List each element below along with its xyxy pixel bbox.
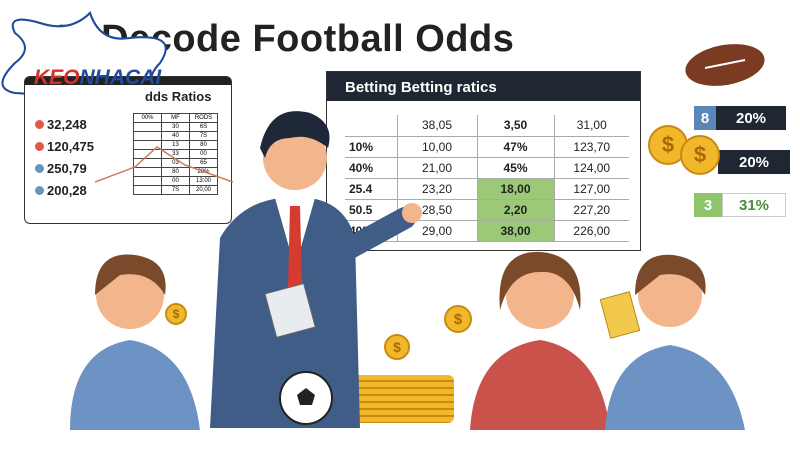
odds-cell: 124,00 xyxy=(554,157,629,179)
odds-cell: 18,00 xyxy=(477,178,555,200)
odds-cell: 45% xyxy=(477,157,555,179)
soccer-ball-icon xyxy=(279,371,333,425)
odds-cell: 227,20 xyxy=(554,199,629,221)
stat-row: 8 20% xyxy=(694,106,786,130)
odds-cell: 29,00 xyxy=(397,220,478,242)
stat-row: 20% xyxy=(718,150,790,174)
odds-cell: 38,00 xyxy=(477,220,555,242)
coin-stacks xyxy=(346,375,454,423)
odds-cell: 40% xyxy=(345,157,398,179)
student-middle-figure xyxy=(470,251,610,430)
odds-cell: 127,00 xyxy=(554,178,629,200)
odds-cell: 226,00 xyxy=(554,220,629,242)
odds-row: 40% 21,00 45% 124,00 xyxy=(345,157,629,179)
odds-cell xyxy=(345,115,398,137)
stat-row: 3 31% xyxy=(694,193,786,217)
teacher-figure xyxy=(210,111,422,428)
odds-cell: 47% xyxy=(477,136,555,158)
value-item: 200,28 xyxy=(35,183,87,198)
mini-table-cell: 00% xyxy=(133,113,162,123)
mini-table: 00% MF RODS 30 6S 40 7S 13 80 33 00 03 65 80 28% 00 13:0… xyxy=(133,113,218,195)
value-item: 250,79 xyxy=(35,161,87,176)
coin-icon: $ xyxy=(680,135,720,175)
student-left-figure xyxy=(70,254,200,430)
trend-line xyxy=(95,146,233,183)
american-football-icon xyxy=(685,44,765,86)
odds-ratios-panel: dds Ratios 32,248 120,475 250,79 200,28 … xyxy=(24,76,233,224)
coin-icon: $ xyxy=(384,334,410,360)
coin-icon: $ xyxy=(444,305,472,333)
logo: KEONHACAI xyxy=(34,66,162,89)
panel-title: dds Ratios xyxy=(145,89,212,104)
coin-icon: $ xyxy=(165,303,187,325)
odds-cell: 10,00 xyxy=(397,136,478,158)
mini-table-cell: 20,00 xyxy=(189,185,218,195)
odds-cell: 10% xyxy=(345,136,398,158)
odds-cell: 31,00 xyxy=(554,115,629,137)
odds-row: 25.4 23,20 18,00 127,00 xyxy=(345,178,629,200)
odds-cell: 2,20 xyxy=(477,199,555,221)
value-item: 120,475 xyxy=(35,139,94,154)
panel-title: Betting Betting ratics xyxy=(327,72,640,101)
odds-cell: 50.5 xyxy=(345,199,398,221)
value-item: 32,248 xyxy=(35,117,87,132)
student-right-figure xyxy=(599,254,745,430)
odds-cell: 3,50 xyxy=(477,115,555,137)
mini-table-row: 7S 20,00 xyxy=(133,185,218,195)
odds-row: 10% 10,00 47% 123,70 xyxy=(345,136,629,158)
mini-table-row: 00% MF RODS xyxy=(133,113,218,123)
odds-table: 38,05 3,50 31,00 10% 10,00 47% 123,70 40% 21,00 4… xyxy=(345,115,629,242)
odds-cell: 23,20 xyxy=(397,178,478,200)
odds-cell: 38,05 xyxy=(397,115,478,137)
odds-cell: 123,70 xyxy=(554,136,629,158)
odds-row: 38,05 3,50 31,00 xyxy=(345,115,629,137)
odds-cell: 21,00 xyxy=(397,157,478,179)
odds-cell: 25.4 xyxy=(345,178,398,200)
